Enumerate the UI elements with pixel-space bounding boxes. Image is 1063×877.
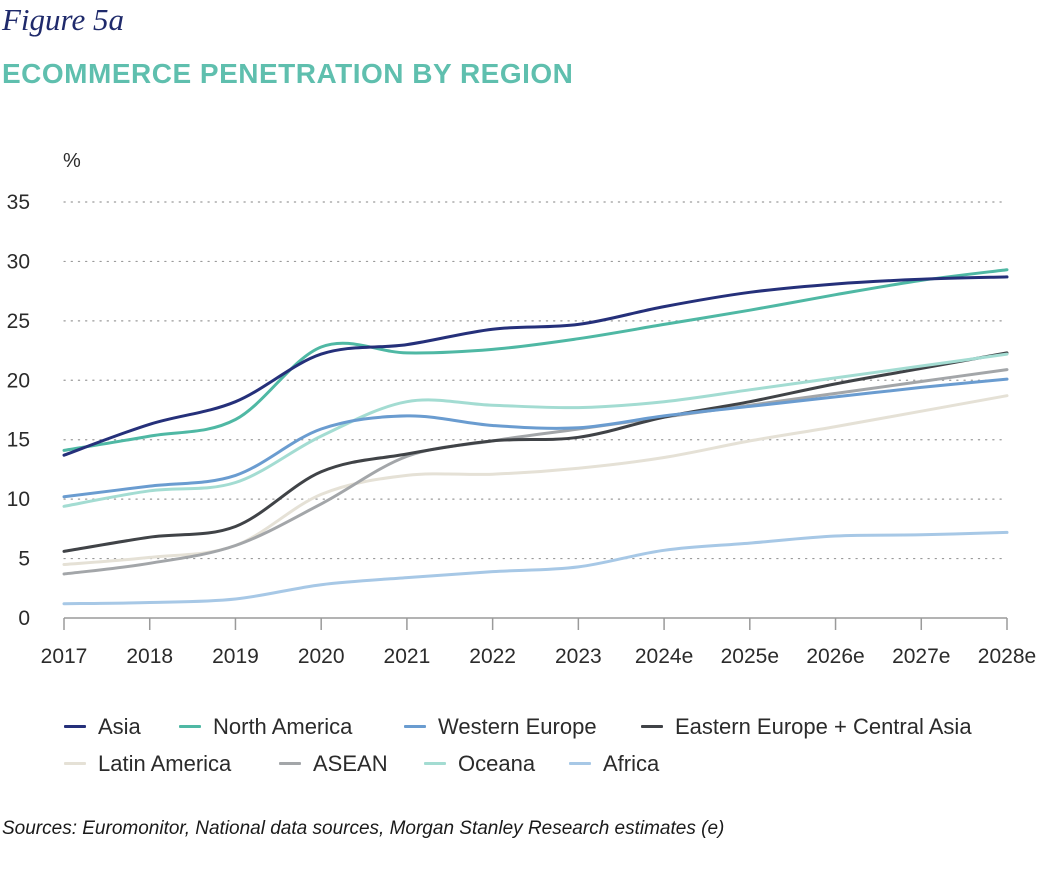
series-line-asean (62, 368, 1009, 576)
legend-item: Africa (569, 751, 659, 777)
legend-swatch (569, 762, 591, 765)
series-line-eastern-europe-central-asia (62, 351, 1009, 553)
legend-label: Oceana (458, 750, 536, 776)
y-tick-label: 35 (7, 191, 30, 214)
legend-item: Asia (64, 714, 179, 740)
series-line-oceana (62, 352, 1009, 508)
legend-item: North America (179, 714, 404, 740)
legend-item: Western Europe (404, 714, 641, 740)
legend-swatch (179, 725, 201, 728)
gridlines (63, 201, 1008, 560)
series-line-north-america (62, 268, 1009, 452)
y-axis-ticks: 0 5 10 15 20 25 30 35 (7, 191, 30, 630)
legend-row: Latin America ASEAN Oceana Africa (64, 745, 1054, 782)
x-tick-label: 2018 (126, 645, 173, 668)
legend-swatch (424, 762, 446, 765)
x-tick-label: 2017 (41, 645, 88, 668)
y-tick-label: 0 (18, 607, 30, 630)
x-tick-label: 2027e (892, 645, 950, 668)
legend-label: Africa (603, 750, 660, 776)
x-tick-label: 2022 (469, 645, 516, 668)
legend-swatch (404, 725, 426, 728)
series-lines (62, 268, 1009, 606)
series-line-asia (62, 275, 1009, 457)
y-tick-label: 10 (7, 488, 30, 511)
y-tick-label: 30 (7, 250, 30, 273)
x-tick-label: 2024e (635, 645, 693, 668)
x-tick-label: 2025e (721, 645, 779, 668)
y-tick-label: 25 (7, 310, 30, 333)
legend-item: Oceana (424, 751, 569, 777)
x-tick-label: 2026e (806, 645, 864, 668)
legend-label: Eastern Europe + Central Asia (675, 713, 972, 739)
source-note: Sources: Euromonitor, National data sour… (2, 818, 725, 839)
y-axis-label: % (63, 150, 81, 172)
series-line-africa (62, 530, 1009, 606)
x-tick-label: 2019 (212, 645, 259, 668)
legend-label: Latin America (98, 750, 232, 776)
chart-title: ECOMMERCE PENETRATION BY REGION (2, 58, 574, 89)
y-tick-label: 20 (7, 369, 30, 392)
legend-swatch (279, 762, 301, 765)
legend-row: Asia North America Western Europe Eastern E… (64, 708, 1054, 745)
figure-label: Figure 5a (2, 2, 124, 37)
series-line-western-europe (62, 377, 1009, 499)
legend-label: North America (213, 713, 353, 739)
y-tick-label: 5 (18, 548, 30, 571)
x-tick-label: 2021 (384, 645, 431, 668)
legend-swatch (641, 725, 663, 728)
legend-label: ASEAN (313, 750, 388, 776)
legend-item: Eastern Europe + Central Asia (641, 714, 972, 740)
legend-item: Latin America (64, 751, 279, 777)
legend-swatch (64, 762, 86, 765)
x-tick-label: 2028e (978, 645, 1036, 668)
x-tick-label: 2020 (298, 645, 345, 668)
y-tick-label: 15 (7, 429, 30, 452)
legend-swatch (64, 725, 86, 728)
legend-item: ASEAN (279, 751, 424, 777)
series-line-latin-america (62, 394, 1009, 566)
legend-label: Western Europe (438, 713, 597, 739)
x-axis: 2017 2018 2019 2020 2021 2022 2023 2024e 2025e 20… (41, 617, 1036, 668)
chart-legend: Asia North America Western Europe Eastern E… (64, 708, 1054, 782)
x-tick-label: 2023 (555, 645, 602, 668)
legend-label: Asia (98, 713, 141, 739)
